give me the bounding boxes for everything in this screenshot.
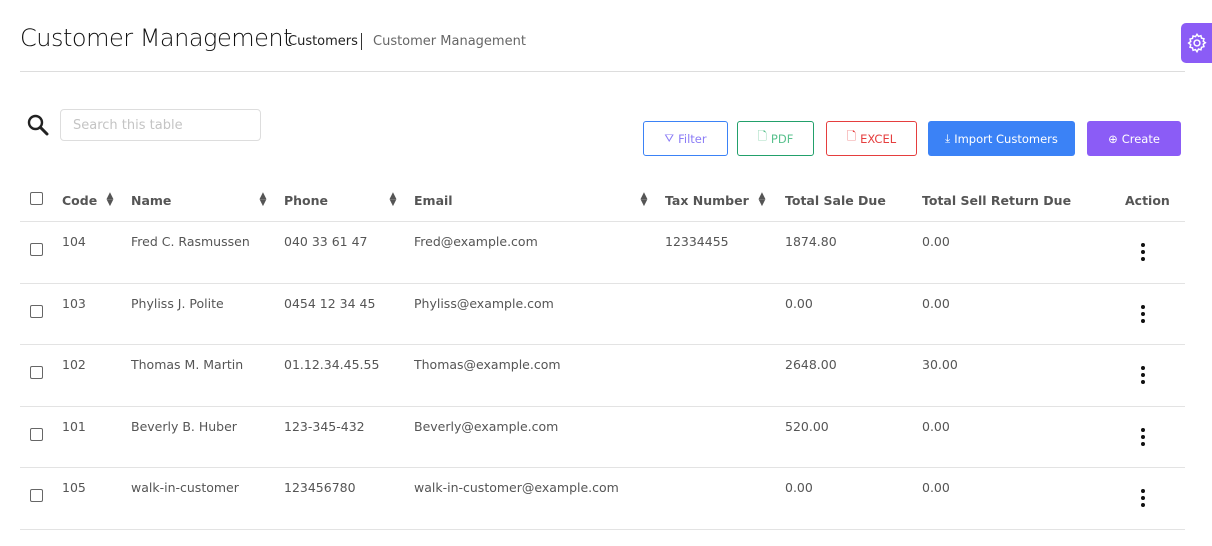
cell-name: Thomas M. Martin: [131, 357, 244, 373]
settings-button[interactable]: [1181, 23, 1212, 63]
cell-code: 102: [62, 357, 86, 373]
cell-return-due: 0.00: [922, 418, 950, 434]
cell-phone: 0454 12 34 45: [284, 295, 376, 311]
column-header-total-sale-due: Total Sale Due: [785, 193, 886, 208]
excel-label: EXCEL: [860, 131, 897, 146]
cell-email: Fred@example.com: [414, 234, 538, 249]
create-label: Create: [1121, 131, 1160, 146]
more-actions-icon[interactable]: [1138, 243, 1148, 261]
cell-phone: 01.12.34.45.55: [284, 357, 380, 373]
row-divider: [20, 405, 1185, 407]
cell-sale-due: 2648.00: [785, 357, 837, 373]
sort-icon[interactable]: ▲ ▼: [106, 191, 114, 208]
column-header-name[interactable]: Name: [131, 193, 172, 208]
cell-email: Beverly@example.com: [414, 418, 559, 434]
page-title: Customer Management: [20, 24, 292, 52]
search-input[interactable]: [60, 109, 261, 141]
create-button[interactable]: ⊕ Create: [1087, 121, 1181, 156]
row-divider: [20, 467, 1185, 469]
filter-button[interactable]: ⛛ Filter: [643, 121, 728, 156]
cell-sale-due: 1874.80: [785, 234, 837, 249]
cell-name: walk-in-customer: [131, 480, 239, 496]
cell-return-due: 30.00: [922, 357, 958, 373]
row-checkbox[interactable]: [30, 304, 43, 318]
cell-name: Phyliss J. Polite: [131, 295, 224, 311]
cell-phone: 123-345-432: [284, 418, 365, 434]
column-header-code[interactable]: Code: [62, 193, 98, 208]
more-actions-icon[interactable]: [1138, 427, 1148, 446]
cell-return-due: 0.00: [922, 480, 950, 496]
breadcrumb-divider: [361, 33, 362, 50]
row-checkbox[interactable]: [30, 243, 43, 256]
select-all-checkbox[interactable]: [30, 192, 43, 205]
sort-icon[interactable]: ▲ ▼: [640, 191, 648, 208]
filter-label: Filter: [678, 131, 707, 146]
cell-name: Fred C. Rasmussen: [131, 234, 250, 249]
cell-tax: 12334455: [665, 234, 729, 249]
cell-sale-due: 520.00: [785, 418, 829, 434]
pdf-label: PDF: [770, 131, 794, 146]
column-header-email[interactable]: Email: [414, 193, 453, 208]
cell-return-due: 0.00: [922, 295, 950, 311]
more-actions-icon[interactable]: [1138, 489, 1148, 508]
column-header-action: Action: [1125, 193, 1170, 208]
more-actions-icon[interactable]: [1138, 304, 1148, 323]
row-checkbox[interactable]: [30, 489, 43, 503]
cell-email: walk-in-customer@example.com: [414, 480, 619, 496]
cell-email: Thomas@example.com: [414, 357, 561, 373]
cell-code: 103: [62, 295, 86, 311]
cell-code: 104: [62, 234, 86, 249]
row-divider: [20, 529, 1185, 530]
more-actions-icon[interactable]: [1138, 366, 1148, 385]
excel-button[interactable]: 🗋 EXCEL: [826, 121, 917, 156]
cell-return-due: 0.00: [922, 234, 950, 249]
breadcrumb-current: Customer Management: [373, 34, 526, 49]
pdf-button[interactable]: 🗋 PDF: [737, 121, 814, 156]
cell-code: 101: [62, 418, 86, 434]
gear-icon: [1186, 32, 1207, 54]
download-icon: ⤓: [945, 131, 951, 145]
cell-name: Beverly B. Huber: [131, 418, 237, 434]
column-header-tax-number[interactable]: Tax Number: [665, 193, 749, 208]
import-customers-button[interactable]: ⤓ Import Customers: [928, 121, 1075, 156]
filter-icon: ⛛: [664, 131, 675, 145]
excel-file-icon: 🗋: [846, 129, 857, 143]
cell-sale-due: 0.00: [785, 295, 813, 311]
sort-icon[interactable]: ▲ ▼: [758, 191, 766, 208]
row-checkbox[interactable]: [30, 427, 43, 441]
sort-icon[interactable]: ▲ ▼: [389, 191, 397, 208]
cell-sale-due: 0.00: [785, 480, 813, 496]
cell-code: 105: [62, 480, 86, 496]
header-divider: [20, 221, 1185, 222]
import-label: Import Customers: [954, 131, 1058, 146]
breadcrumb-customers[interactable]: Customers: [288, 34, 358, 49]
cell-phone: 123456780: [284, 480, 356, 496]
cell-email: Phyliss@example.com: [414, 295, 554, 311]
header-divider: [20, 71, 1185, 72]
row-divider: [20, 282, 1185, 284]
pdf-file-icon: 🗋: [757, 129, 767, 143]
row-checkbox[interactable]: [30, 366, 43, 380]
column-header-total-sell-return-due: Total Sell Return Due: [922, 193, 1072, 208]
column-header-phone[interactable]: Phone: [284, 193, 329, 208]
sort-icon[interactable]: ▲ ▼: [259, 191, 267, 208]
search-icon: [27, 114, 49, 136]
cell-phone: 040 33 61 47: [284, 234, 368, 249]
row-divider: [20, 344, 1185, 346]
plus-circle-icon: ⊕: [1108, 131, 1118, 146]
